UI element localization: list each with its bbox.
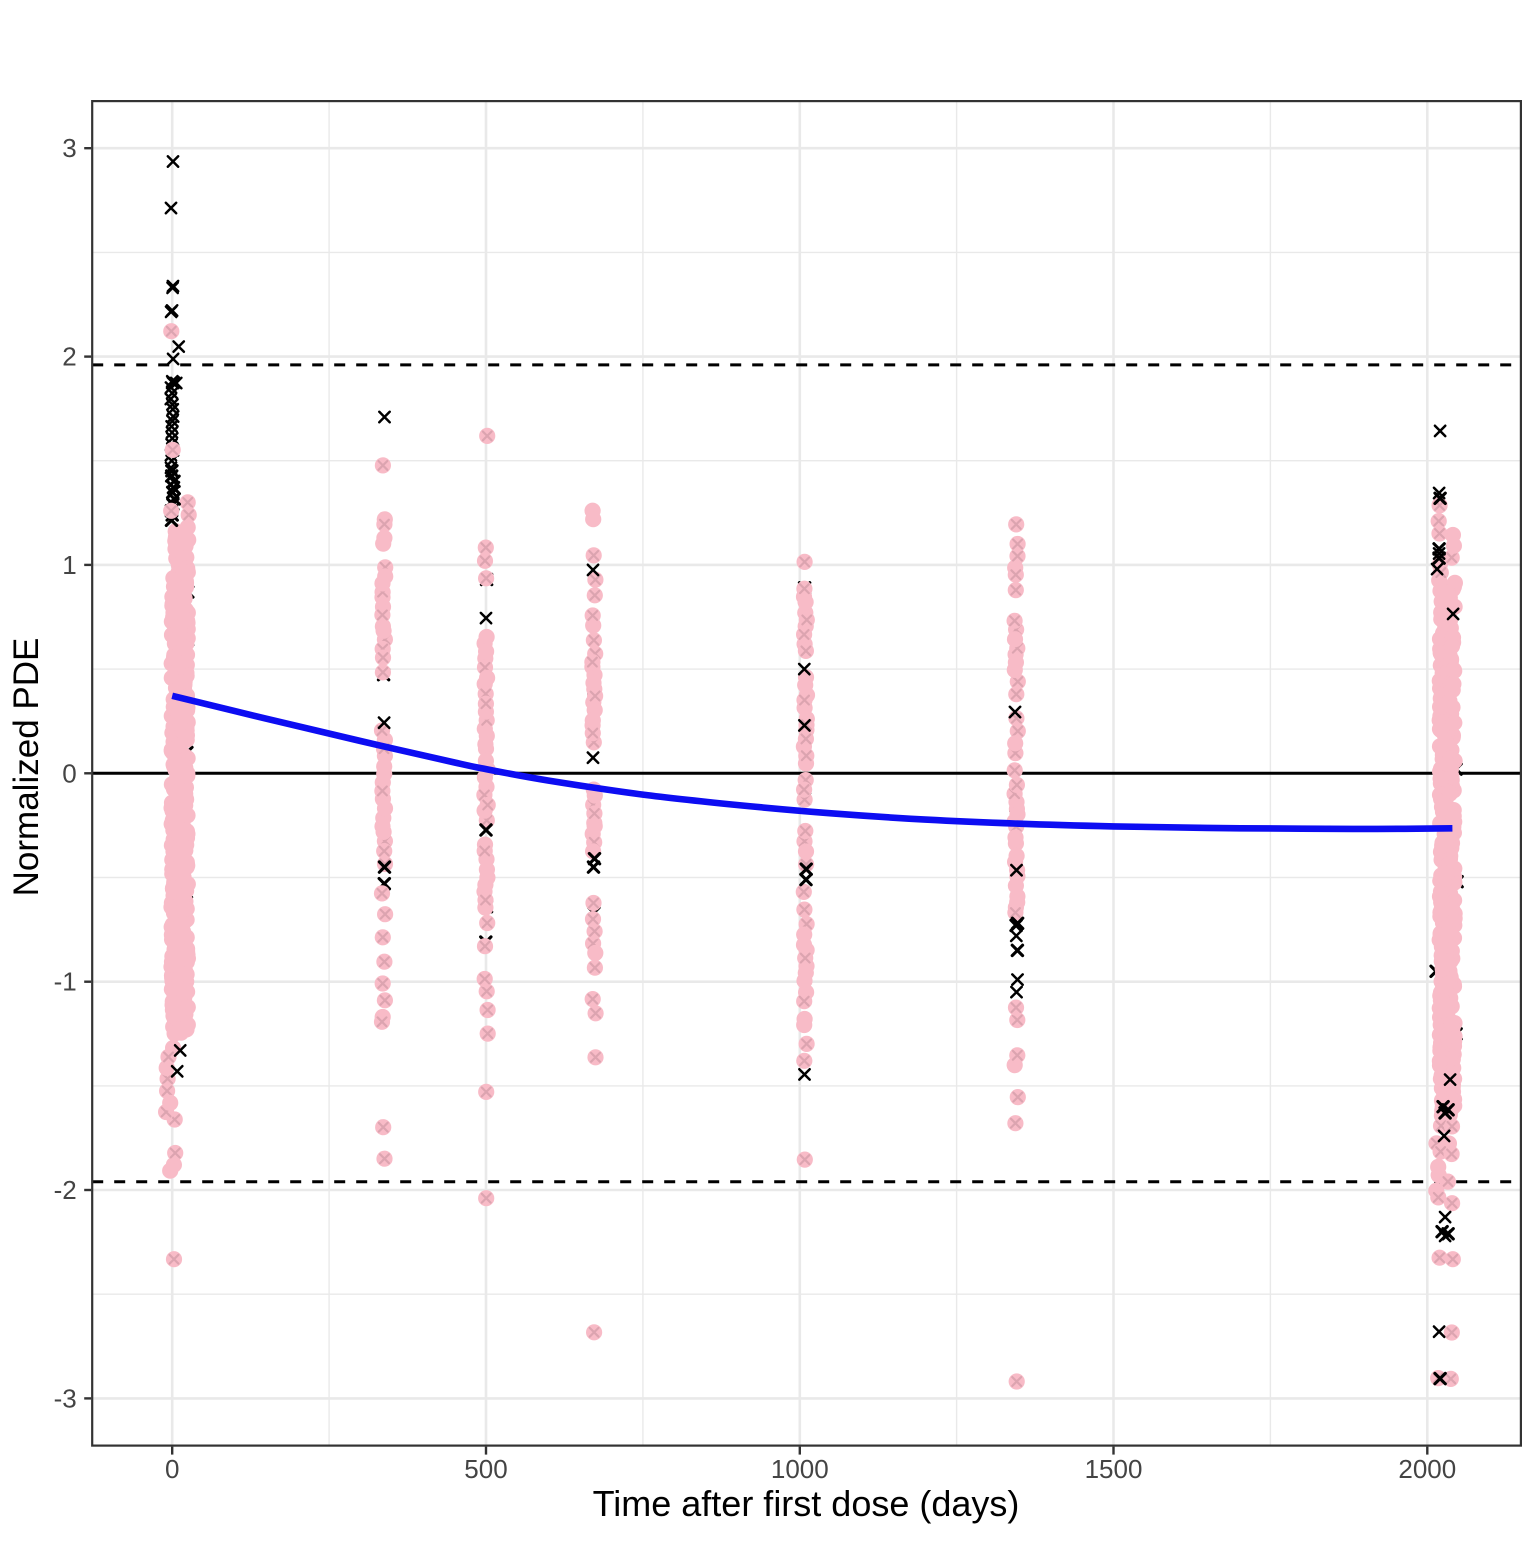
svg-text:2: 2 (62, 342, 76, 372)
svg-text:-3: -3 (54, 1383, 77, 1413)
svg-text:0: 0 (165, 1454, 179, 1484)
svg-text:2000: 2000 (1398, 1454, 1456, 1484)
svg-text:3: 3 (62, 133, 76, 163)
svg-text:500: 500 (464, 1454, 507, 1484)
svg-text:1500: 1500 (1085, 1454, 1143, 1484)
svg-text:1000: 1000 (771, 1454, 829, 1484)
svg-text:-1: -1 (54, 967, 77, 997)
svg-text:Normalized PDE: Normalized PDE (7, 638, 46, 897)
svg-text:Time after first dose (days): Time after first dose (days) (593, 1483, 1020, 1524)
svg-text:0: 0 (62, 758, 76, 788)
svg-text:-2: -2 (54, 1175, 77, 1205)
svg-text:1: 1 (62, 550, 76, 580)
